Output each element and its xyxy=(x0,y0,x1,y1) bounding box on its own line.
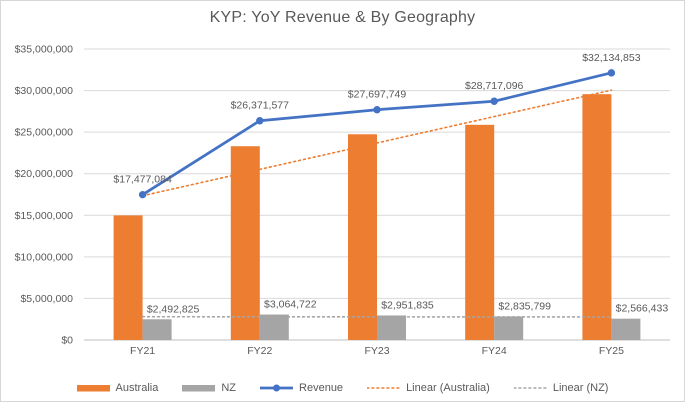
bar-nz-fy24[interactable] xyxy=(494,316,524,340)
legend-item-linear-australia[interactable]: Linear (Australia) xyxy=(367,382,490,394)
x-axis-category-label: FY24 xyxy=(482,345,507,357)
legend-swatch-bar-icon xyxy=(182,385,216,392)
legend-label: Australia xyxy=(115,382,159,394)
data-label-nz-fy21: $2,492,825 xyxy=(147,303,200,315)
y-axis-tick-label: $20,000,000 xyxy=(15,168,74,180)
data-label-revenue-fy23: $27,697,749 xyxy=(348,89,407,101)
y-axis-tick-label: $15,000,000 xyxy=(15,210,74,222)
bar-australia-fy22[interactable] xyxy=(230,146,260,340)
y-axis-tick-label: $30,000,000 xyxy=(15,85,74,97)
data-label-nz-fy22: $3,064,722 xyxy=(264,299,317,311)
legend-swatch-trendline-icon xyxy=(513,387,547,389)
legend: Australia NZ Revenue Linear (Australia) Line… xyxy=(1,382,684,394)
y-axis-tick-label: $0 xyxy=(61,335,73,347)
bar-australia-fy23[interactable] xyxy=(348,134,377,340)
legend-swatch-bar-icon xyxy=(76,385,110,392)
legend-item-linear-nz[interactable]: Linear (NZ) xyxy=(513,382,609,394)
x-axis-category-label: FY25 xyxy=(599,345,624,357)
legend-label: Linear (NZ) xyxy=(552,382,609,394)
y-axis-tick-label: $35,000,000 xyxy=(15,44,74,56)
trendline-linear-australia[interactable] xyxy=(141,89,613,197)
marker-revenue-fy22[interactable] xyxy=(256,117,264,125)
legend-label: NZ xyxy=(221,382,237,394)
data-label-nz-fy23: $2,951,835 xyxy=(381,299,434,311)
legend-swatch-line-icon xyxy=(260,384,294,392)
bar-australia-fy24[interactable] xyxy=(465,124,495,341)
bar-nz-fy21[interactable] xyxy=(142,319,172,340)
data-label-revenue-fy24: $28,717,096 xyxy=(465,80,524,92)
data-label-nz-fy24: $2,835,799 xyxy=(498,300,551,312)
chart-title[interactable]: KYP: YoY Revenue & By Geography xyxy=(209,9,476,26)
legend-label: Linear (Australia) xyxy=(406,382,490,394)
marker-revenue-fy24[interactable] xyxy=(490,97,498,105)
legend-label: Revenue xyxy=(299,382,344,394)
bar-nz-fy22[interactable] xyxy=(259,314,289,340)
x-axis-category-label: FY23 xyxy=(364,345,389,357)
y-axis-tick-label: $10,000,000 xyxy=(15,251,74,263)
legend-item-revenue[interactable]: Revenue xyxy=(260,382,343,394)
marker-revenue-fy25[interactable] xyxy=(607,69,616,77)
data-label-revenue-fy22: $26,371,577 xyxy=(231,100,290,112)
bar-nz-fy25[interactable] xyxy=(611,318,641,340)
legend-item-australia[interactable]: Australia xyxy=(76,382,159,394)
data-label-revenue-fy21: $17,477,084 xyxy=(113,174,172,186)
marker-revenue-fy23[interactable] xyxy=(373,106,381,114)
legend-swatch-trendline-icon xyxy=(367,387,401,389)
legend-item-nz[interactable]: NZ xyxy=(182,382,236,394)
y-axis-tick-label: $25,000,000 xyxy=(15,127,74,139)
data-label-revenue-fy25: $32,134,853 xyxy=(582,52,641,64)
y-axis-tick-label: $5,000,000 xyxy=(20,293,73,305)
bar-nz-fy23[interactable] xyxy=(377,315,406,340)
x-axis-category-label: FY22 xyxy=(247,345,272,357)
x-axis-category-label: FY21 xyxy=(130,345,155,357)
marker-revenue-fy21[interactable] xyxy=(138,190,147,199)
bar-australia-fy25[interactable] xyxy=(582,94,612,341)
bar-australia-fy21[interactable] xyxy=(113,215,143,340)
data-label-nz-fy25: $2,566,433 xyxy=(616,303,669,315)
